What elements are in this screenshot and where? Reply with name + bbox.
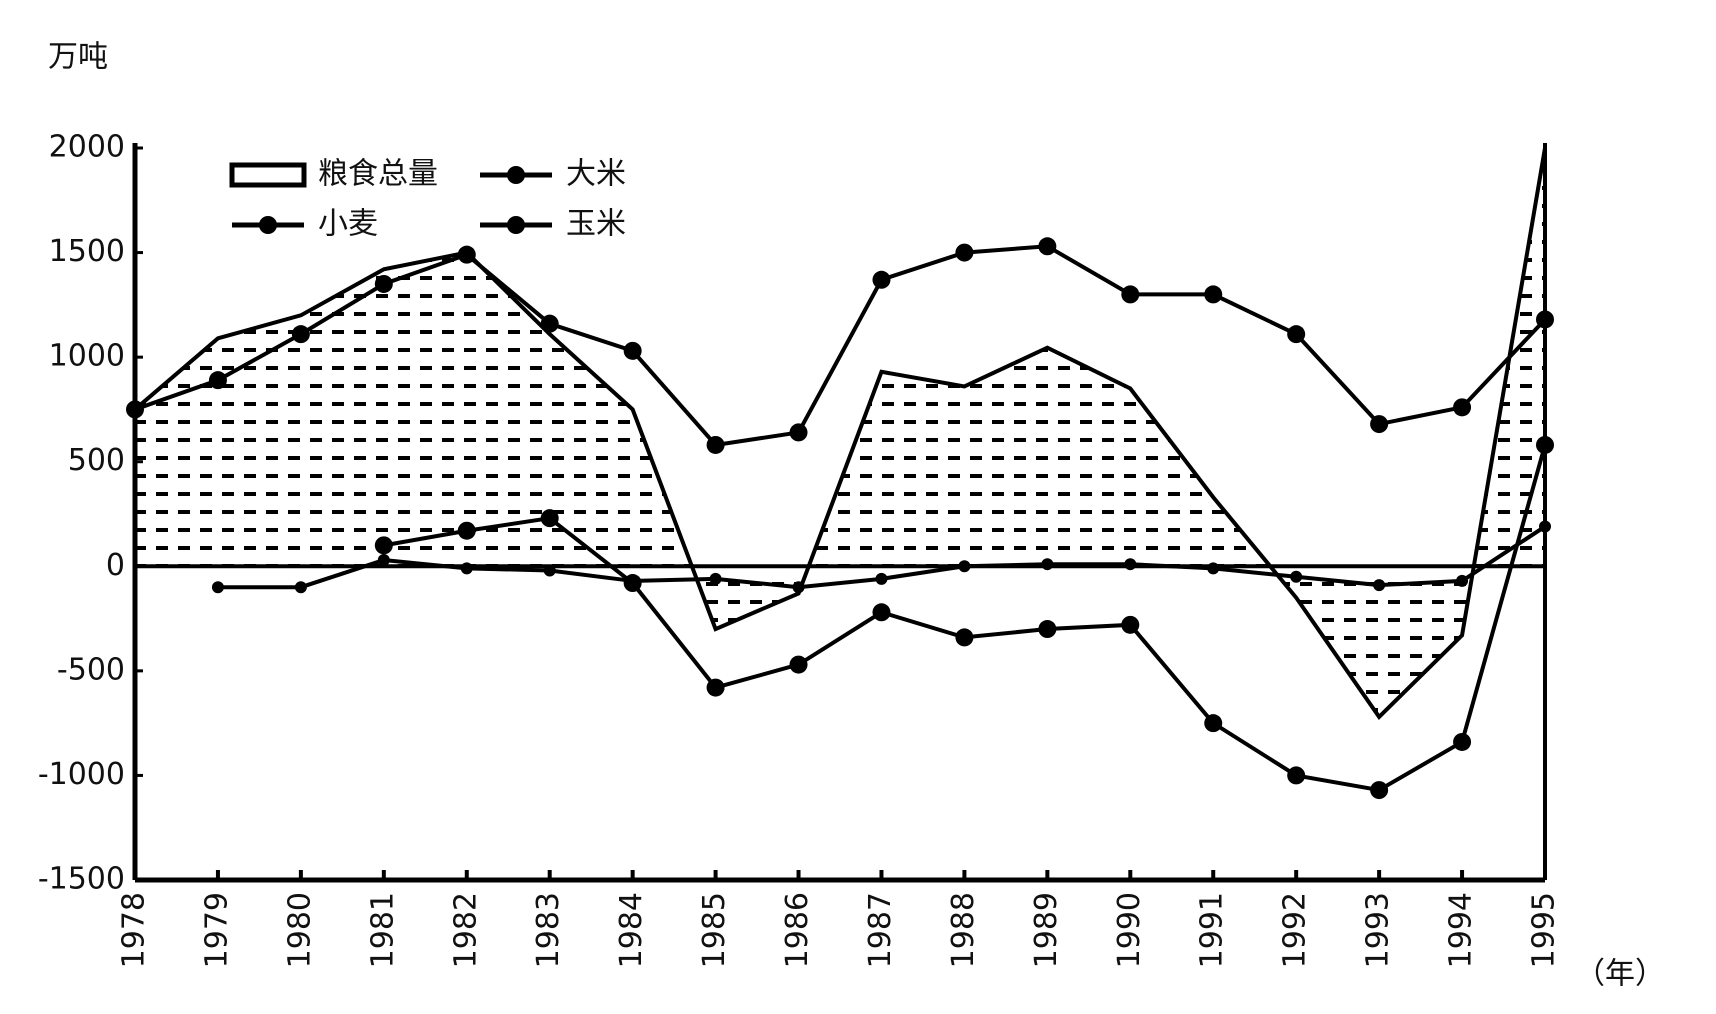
marker bbox=[374, 536, 393, 555]
marker bbox=[872, 603, 891, 622]
marker bbox=[1038, 620, 1057, 639]
marker bbox=[294, 581, 307, 594]
x-tick-label: 1986 bbox=[780, 892, 815, 968]
marker bbox=[377, 554, 390, 567]
marker bbox=[1204, 714, 1223, 733]
x-tick-label: 1978 bbox=[117, 892, 152, 968]
marker bbox=[789, 423, 808, 442]
x-tick-label: 1988 bbox=[946, 892, 981, 968]
legend-label: 小麦 bbox=[318, 207, 378, 242]
legend-swatch bbox=[229, 162, 307, 188]
series-line bbox=[134, 244, 1547, 448]
x-tick-label: 1992 bbox=[1278, 892, 1313, 968]
y-tick-label: -500 bbox=[57, 652, 125, 687]
marker bbox=[1287, 766, 1306, 785]
x-tick-label: 1983 bbox=[531, 892, 566, 968]
x-tick-label: 1991 bbox=[1195, 892, 1230, 968]
marker bbox=[1290, 570, 1303, 583]
marker bbox=[291, 325, 310, 344]
marker bbox=[126, 400, 144, 419]
marker bbox=[1536, 310, 1554, 329]
marker bbox=[1453, 732, 1472, 751]
y-tick-label: 1500 bbox=[49, 234, 125, 269]
marker bbox=[955, 243, 974, 262]
marker bbox=[208, 371, 227, 390]
y-tick-label: -1500 bbox=[38, 862, 125, 897]
marker bbox=[1207, 562, 1220, 575]
marker bbox=[1124, 558, 1137, 571]
marker bbox=[1121, 285, 1140, 304]
x-tick-label: 1987 bbox=[863, 892, 898, 968]
legend-marker bbox=[507, 166, 525, 184]
x-tick-label: 1979 bbox=[199, 892, 234, 968]
marker bbox=[457, 245, 476, 264]
marker bbox=[1536, 435, 1554, 454]
marker bbox=[709, 572, 722, 585]
total-area bbox=[135, 148, 1545, 717]
marker bbox=[457, 521, 476, 540]
x-tick-label: 1990 bbox=[1112, 892, 1147, 968]
x-tick-label: 1989 bbox=[1029, 892, 1064, 968]
marker bbox=[623, 574, 642, 593]
marker bbox=[1456, 574, 1469, 587]
marker bbox=[1370, 781, 1389, 800]
marker bbox=[872, 270, 891, 289]
marker bbox=[706, 435, 725, 454]
y-tick-label: 1000 bbox=[49, 339, 125, 374]
marker bbox=[875, 572, 888, 585]
x-tick-label: 1980 bbox=[282, 892, 317, 968]
marker bbox=[1041, 558, 1054, 571]
x-tick-label: 1982 bbox=[448, 892, 483, 968]
marker bbox=[540, 509, 559, 528]
x-tick-label: 1984 bbox=[614, 892, 649, 968]
y-tick-label: 500 bbox=[68, 443, 125, 478]
marker bbox=[460, 562, 473, 575]
total-line bbox=[133, 147, 1547, 720]
x-tick-label: 1995 bbox=[1527, 892, 1562, 968]
x-tick-label: 1993 bbox=[1361, 892, 1396, 968]
marker bbox=[623, 341, 642, 360]
marker bbox=[543, 564, 556, 577]
marker bbox=[958, 560, 971, 573]
marker bbox=[789, 655, 808, 674]
y-tick-label: 2000 bbox=[49, 130, 125, 165]
x-tick-label: 1994 bbox=[1444, 892, 1479, 968]
x-tick-label: 1981 bbox=[365, 892, 400, 968]
x-axis-label: （年） bbox=[1575, 957, 1665, 992]
marker bbox=[1453, 398, 1472, 417]
x-tick-label: 1985 bbox=[697, 892, 732, 968]
marker bbox=[374, 274, 393, 293]
legend-label: 玉米 bbox=[566, 207, 626, 242]
marker bbox=[1539, 520, 1551, 533]
marker bbox=[706, 678, 725, 697]
legend-marker bbox=[507, 216, 525, 234]
marker bbox=[1287, 325, 1306, 344]
marker bbox=[1038, 237, 1057, 256]
marker bbox=[955, 628, 974, 647]
marker bbox=[792, 581, 805, 594]
y-tick-label: 0 bbox=[106, 548, 125, 583]
marker bbox=[1370, 415, 1389, 434]
legend-label: 大米 bbox=[566, 157, 626, 192]
y-tick-label: -1000 bbox=[38, 757, 125, 792]
y-unit: 万吨 bbox=[48, 40, 108, 75]
marker bbox=[1373, 579, 1386, 592]
marker bbox=[540, 314, 559, 333]
marker bbox=[211, 581, 224, 594]
legend-marker bbox=[259, 216, 277, 234]
marker bbox=[1121, 615, 1140, 634]
legend-label: 粮食总量 bbox=[318, 157, 438, 192]
marker bbox=[1204, 285, 1223, 304]
